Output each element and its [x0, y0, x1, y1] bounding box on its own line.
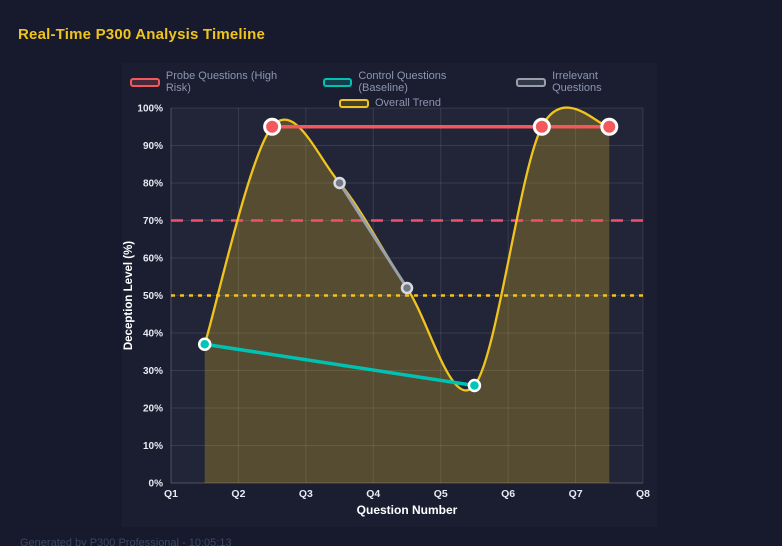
data-point-series-0[interactable] — [263, 117, 282, 136]
page-title: Real-Time P300 Analysis Timeline — [18, 26, 266, 43]
legend-item-control[interactable]: Control Questions (Baseline) — [322, 70, 499, 94]
y-tick-label: 30% — [143, 366, 163, 377]
footer-note: Generated by P300 Professional - 10:05:1… — [20, 537, 232, 546]
y-tick-label: 20% — [143, 404, 163, 415]
legend-row-2: Overall Trend — [338, 97, 442, 109]
x-tick-label: Q6 — [501, 488, 515, 500]
irrelevant-legend-swatch — [516, 77, 547, 87]
x-axis-title: Question Number — [357, 503, 458, 517]
data-point-series-0[interactable] — [532, 117, 551, 136]
legend-item-irrelevant[interactable]: Irrelevant Questions — [516, 70, 650, 94]
y-tick-label: 10% — [143, 441, 163, 452]
series-line-1 — [202, 342, 477, 388]
y-tick-label: 40% — [143, 329, 163, 340]
y-tick-label: 70% — [143, 216, 163, 227]
legend-item-trend[interactable]: Overall Trend — [338, 97, 442, 109]
data-point-series-2[interactable] — [333, 176, 346, 190]
x-tick-label: Q4 — [366, 488, 380, 500]
chart-legend: Probe Questions (High Risk) Control Ques… — [130, 70, 650, 109]
probe-legend-swatch — [130, 77, 160, 87]
y-tick-label: 90% — [143, 141, 163, 152]
probe-legend-label: Probe Questions (High Risk) — [165, 70, 278, 94]
legend-row-1: Probe Questions (High Risk) Control Ques… — [130, 70, 650, 94]
irrelevant-legend-label: Irrelevant Questions — [552, 70, 602, 94]
x-tick-label: Q5 — [434, 488, 448, 500]
x-tick-label: Q2 — [231, 488, 245, 500]
data-point-series-1[interactable] — [467, 378, 482, 393]
y-tick-label: 100% — [137, 104, 163, 115]
control-legend-swatch — [322, 77, 353, 87]
trend-legend-label: Overall Trend — [374, 97, 442, 109]
y-tick-label: 50% — [143, 291, 163, 302]
data-point-series-2[interactable] — [400, 281, 414, 295]
x-tick-label: Q8 — [636, 488, 650, 500]
x-tick-label: Q3 — [299, 488, 313, 500]
legend-item-probe[interactable]: Probe Questions (High Risk) — [130, 70, 305, 94]
control-legend-label: Control Questions (Baseline) — [358, 70, 447, 94]
y-tick-label: 80% — [143, 179, 163, 190]
data-point-series-0[interactable] — [600, 117, 619, 136]
y-tick-label: 0% — [149, 479, 164, 490]
trend-legend-swatch — [338, 98, 369, 108]
y-axis-title: Deception Level (%) — [123, 241, 135, 350]
data-point-series-1[interactable] — [197, 337, 212, 351]
x-tick-label: Q7 — [569, 488, 583, 500]
x-tick-label: Q1 — [164, 488, 178, 500]
y-tick-label: 60% — [143, 254, 163, 265]
series-line-2 — [338, 181, 409, 290]
